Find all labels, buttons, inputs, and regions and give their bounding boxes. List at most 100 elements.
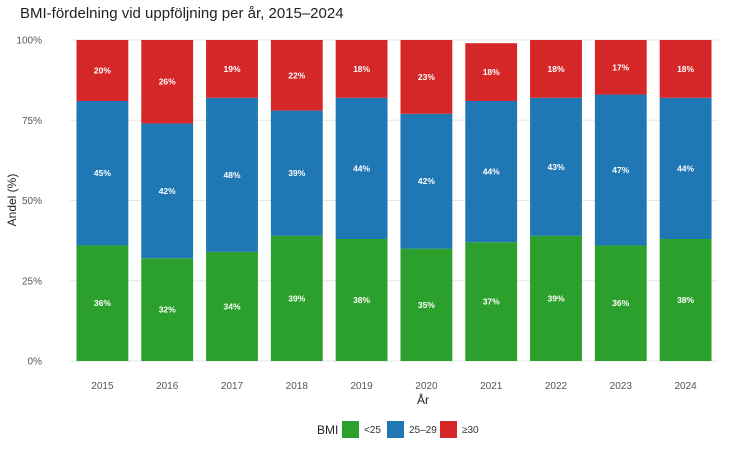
bar-value-label: 17% (612, 62, 629, 72)
bar-value-label: 39% (288, 293, 305, 303)
legend: BMI <25 25–29 ≥30 (317, 421, 479, 438)
bar-stack-2022: 39% 43% 18% (530, 40, 582, 361)
bar-segment (659, 239, 712, 361)
legend-swatch (440, 421, 457, 438)
bar-value-label: 39% (547, 293, 564, 303)
y-tick-label: 75% (22, 116, 42, 127)
bar-segment (400, 248, 453, 361)
bar-segment (530, 235, 582, 361)
bar-value-label: 35% (418, 300, 435, 310)
bar-segment (530, 97, 582, 236)
bar-value-label: 36% (94, 298, 111, 308)
bar-value-label: 23% (418, 72, 435, 82)
bar-segment (270, 235, 323, 361)
bar-segment (76, 245, 129, 361)
bar-segment (400, 40, 453, 114)
bar-stack-2021: 37% 44% 18% (465, 43, 518, 361)
x-axis-ticks: 2015 2016 2017 2018 2019 2020 2021 2022 2023 2024 (91, 381, 697, 392)
bar-value-label: 39% (288, 168, 305, 178)
bar-value-label: 32% (159, 305, 176, 315)
bar-value-label: 18% (677, 64, 694, 74)
bar-segment (206, 97, 258, 252)
bar-stack-2018: 39% 39% 22% (270, 40, 323, 361)
bar-stack-2019: 38% 44% 18% (335, 40, 388, 361)
legend-swatch (387, 421, 404, 438)
bar-stack-2017: 34% 48% 19% (206, 40, 258, 361)
bar-value-label: 42% (159, 186, 176, 196)
x-tick-label: 2020 (415, 381, 438, 392)
x-tick-label: 2023 (610, 381, 633, 392)
bar-value-label: 36% (612, 298, 629, 308)
bar-segment (335, 239, 388, 361)
bar-segment (335, 40, 388, 98)
x-axis-title: År (417, 392, 429, 407)
y-axis-title: Andel (%) (5, 174, 19, 227)
y-tick-label: 0% (28, 357, 43, 368)
bar-value-label: 34% (223, 301, 240, 311)
x-tick-label: 2024 (674, 381, 697, 392)
bar-segment (659, 40, 712, 98)
bar-value-label: 20% (94, 65, 111, 75)
bar-segment (594, 94, 647, 246)
bar-segment (141, 258, 194, 361)
x-tick-label: 2021 (480, 381, 503, 392)
bar-stack-2024: 38% 44% 18% (659, 40, 712, 361)
bar-stack-2023: 36% 47% 17% (594, 40, 647, 361)
legend-swatch (342, 421, 359, 438)
bar-segment (206, 40, 258, 98)
bar-segment (206, 251, 258, 361)
bar-segment (465, 242, 518, 361)
bar-segment (335, 97, 388, 240)
bar-value-label: 43% (547, 162, 564, 172)
bar-value-label: 44% (483, 167, 500, 177)
bar-value-label: 18% (547, 64, 564, 74)
y-tick-label: 100% (16, 36, 42, 47)
y-axis-ticks: 0% 25% 50% 75% 100% (16, 36, 42, 368)
x-tick-label: 2016 (156, 381, 179, 392)
bar-segment (270, 40, 323, 111)
bar-value-label: 38% (353, 295, 370, 305)
bars: 36% 45% 20% 32% 42% 26% 34% 48% 19% 39% 39% 22% 38% 4… (76, 40, 712, 361)
x-tick-label: 2018 (286, 381, 309, 392)
bar-value-label: 18% (353, 64, 370, 74)
bar-value-label: 22% (288, 70, 305, 80)
bar-stack-2020: 35% 42% 23% (400, 40, 453, 361)
bar-segment (270, 110, 323, 236)
bar-value-label: 38% (677, 295, 694, 305)
bar-stack-2016: 32% 42% 26% (141, 40, 194, 361)
y-tick-label: 25% (22, 276, 42, 287)
bar-value-label: 48% (223, 170, 240, 180)
bar-value-label: 37% (483, 297, 500, 307)
bar-segment (465, 100, 518, 243)
bar-segment (594, 245, 647, 361)
bar-value-label: 19% (223, 64, 240, 74)
bar-segment (76, 100, 129, 246)
bar-value-label: 18% (483, 67, 500, 77)
legend-label: 25–29 (409, 425, 437, 436)
bar-value-label: 44% (353, 163, 370, 173)
bar-segment (141, 40, 194, 124)
y-tick-label: 50% (22, 196, 42, 207)
legend-label: ≥30 (462, 425, 479, 436)
bar-value-label: 47% (612, 165, 629, 175)
bar-value-label: 44% (677, 163, 694, 173)
bar-segment (76, 40, 129, 101)
bar-segment (141, 123, 194, 259)
bar-value-label: 42% (418, 176, 435, 186)
legend-title: BMI (317, 423, 338, 437)
legend-label: <25 (364, 425, 381, 436)
x-tick-label: 2022 (545, 381, 568, 392)
chart-title: BMI-fördelning vid uppföljning per år, 2… (20, 5, 344, 22)
bar-segment (659, 97, 712, 240)
bar-segment (594, 40, 647, 95)
bar-value-label: 26% (159, 77, 176, 87)
bar-value-label: 45% (94, 168, 111, 178)
bar-segment (400, 113, 453, 249)
bar-segment (530, 40, 582, 98)
x-tick-label: 2019 (350, 381, 373, 392)
x-tick-label: 2017 (221, 381, 244, 392)
bar-segment (465, 43, 518, 101)
bar-stack-2015: 36% 45% 20% (76, 40, 129, 361)
x-tick-label: 2015 (91, 381, 114, 392)
